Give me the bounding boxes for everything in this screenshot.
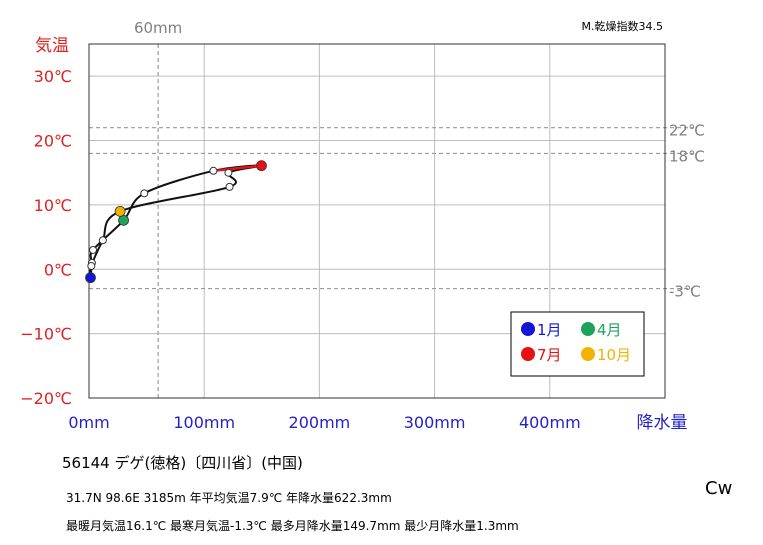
legend-marker-7	[521, 347, 535, 361]
y-tick-label: 20℃	[34, 132, 72, 151]
x-tick-label: 0mm	[68, 413, 109, 432]
legend-label-10: 10月	[597, 346, 631, 364]
reference-label-temp: -3℃	[669, 283, 701, 301]
legend-marker-10	[581, 347, 595, 361]
month-point-5	[140, 189, 149, 198]
x-tick-label: 300mm	[404, 413, 466, 432]
station-summary-1: 31.7N 98.6E 3185m 年平均気温7.9℃ 年降水量622.3mm	[66, 491, 392, 505]
climate-classification: Cw	[705, 478, 733, 499]
reference-label-precip: 60mm	[134, 19, 182, 37]
legend-marker-4	[581, 322, 595, 336]
reference-lines: 60mm 22℃ 18℃ -3℃	[89, 19, 705, 398]
y-tick-label: 0℃	[44, 260, 72, 279]
legend-label-7: 7月	[537, 346, 562, 364]
y-tick-label: 10℃	[34, 196, 72, 215]
plot-frame	[88, 43, 666, 399]
legend-label-4: 4月	[597, 321, 622, 339]
month-point-4	[118, 214, 129, 226]
axis-tick-labels: −20℃ −10℃ 0℃ 10℃ 20℃ 30℃ 0mm 100mm 200mm 300mm 400…	[20, 67, 580, 432]
month-point-7	[256, 160, 267, 172]
x-axis-title: 降水量	[637, 413, 688, 433]
month-point-9	[225, 182, 234, 191]
warmest-month-segment	[213, 164, 262, 173]
month-point-10	[114, 205, 126, 217]
legend: 1月 4月 7月 10月	[510, 311, 645, 377]
month-point-12	[87, 262, 96, 271]
month-point-8	[224, 168, 233, 177]
month-point-6	[209, 166, 218, 175]
climate-curve	[85, 160, 267, 284]
legend-label-1: 1月	[537, 321, 562, 339]
reference-label-temp: 22℃	[669, 122, 705, 140]
month-point-1	[85, 272, 96, 284]
reference-label-temp: 18℃	[669, 147, 705, 165]
month-point-3	[89, 245, 98, 254]
x-tick-label: 400mm	[519, 413, 581, 432]
aridity-index: M.乾燥指数34.5	[581, 20, 663, 33]
y-axis-title: 気温	[35, 36, 69, 56]
y-tick-label: 30℃	[34, 67, 72, 86]
y-tick-label: −10℃	[20, 325, 72, 344]
station-title: 56144 デゲ(徳格)〔四川省〕(中国)	[62, 454, 303, 472]
climate-curve-path	[89, 164, 263, 279]
y-tick-label: −20℃	[20, 389, 72, 408]
legend-box	[510, 311, 645, 377]
legend-marker-1	[521, 322, 535, 336]
month-point-11	[98, 236, 107, 245]
x-tick-label: 200mm	[289, 413, 351, 432]
x-tick-label: 100mm	[173, 413, 235, 432]
station-summary-2: 最暖月気温16.1℃ 最寒月気温-1.3℃ 最多月降水量149.7mm 最少月降…	[66, 519, 519, 533]
